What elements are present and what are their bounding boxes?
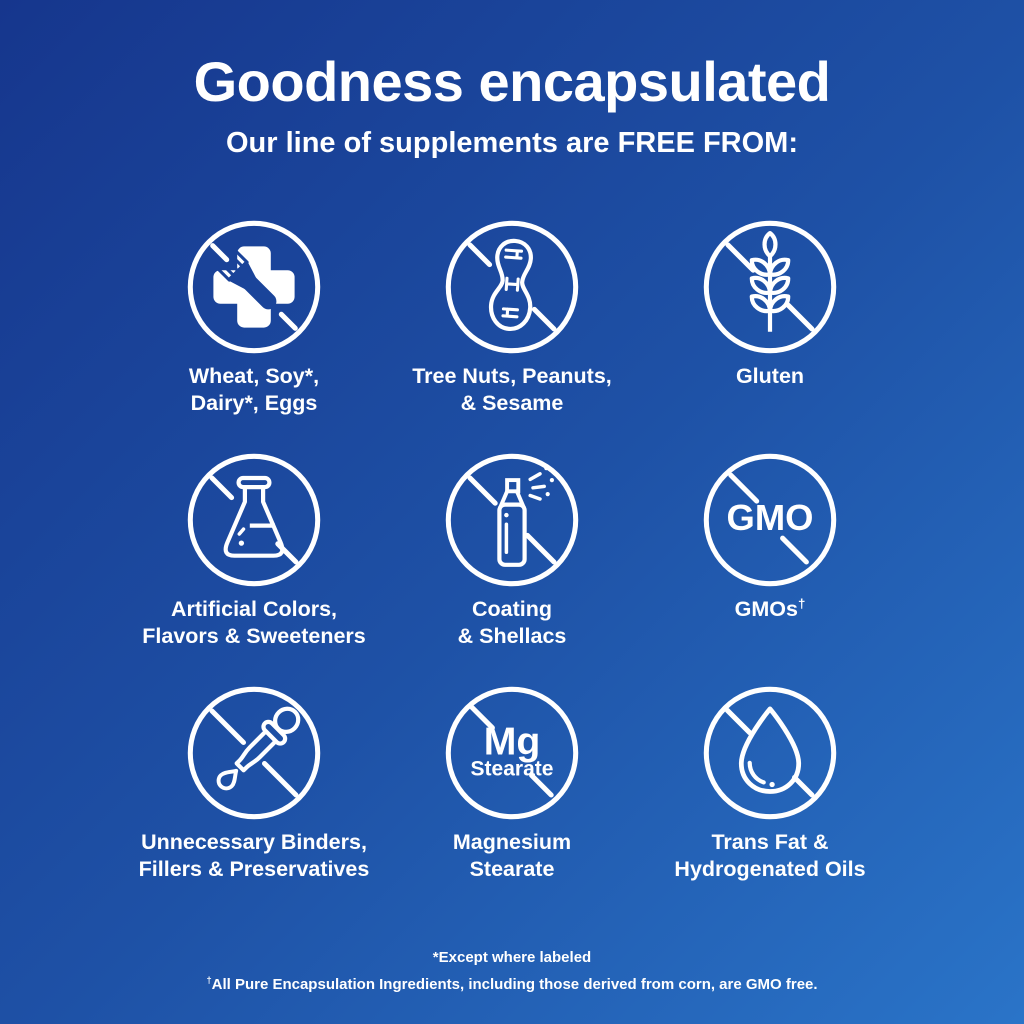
no-tree-nuts-peanuts-sesame-icon bbox=[445, 220, 579, 354]
label-line: Gluten bbox=[735, 364, 805, 389]
label-line: & Sesame bbox=[460, 391, 564, 416]
grid-item-label: Artificial Colors, Flavors & Sweeteners bbox=[142, 596, 365, 650]
grid-item-wheat-soy-dairy-eggs: Wheat, Soy*, Dairy*, Eggs bbox=[125, 217, 383, 450]
no-binders-fillers-preservatives-icon bbox=[187, 686, 321, 820]
label-line: Unnecessary Binders, bbox=[141, 830, 367, 855]
label-line: GMOs† bbox=[735, 596, 806, 623]
grid-item-label: Coating & Shellacs bbox=[458, 596, 567, 650]
no-magnesium-stearate-icon: Mg Stearate bbox=[445, 686, 579, 820]
footnote-dagger-symbol: † bbox=[206, 975, 212, 985]
no-gluten-icon bbox=[703, 220, 837, 354]
label-line: Coating bbox=[471, 597, 553, 622]
label-line: Dairy*, Eggs bbox=[190, 391, 318, 416]
no-trans-fat-hydrogenated-oils-icon bbox=[703, 686, 837, 820]
grid-item-label: Gluten bbox=[736, 363, 804, 390]
grid-item-binders-fillers-preservatives: Unnecessary Binders, Fillers & Preservat… bbox=[125, 683, 383, 916]
label-line: Magnesium bbox=[452, 830, 572, 855]
label-line: Stearate bbox=[469, 857, 555, 882]
free-from-grid: Wheat, Soy*, Dairy*, Eggs bbox=[125, 217, 899, 916]
grid-item-magnesium-stearate: Mg Stearate Magnesium Stearate bbox=[383, 683, 641, 916]
no-artificial-colors-flavors-sweeteners-icon bbox=[187, 453, 321, 587]
label-text: GMOs bbox=[734, 597, 798, 622]
grid-item-label: Trans Fat & Hydrogenated Oils bbox=[674, 829, 865, 883]
grid-item-label: Magnesium Stearate bbox=[453, 829, 571, 883]
grid-item-gluten: Gluten bbox=[641, 217, 899, 450]
grid-item-tree-nuts-peanuts-sesame: Tree Nuts, Peanuts, & Sesame bbox=[383, 217, 641, 450]
page-title: Goodness encapsulated bbox=[193, 50, 831, 113]
grid-item-label: Tree Nuts, Peanuts, & Sesame bbox=[412, 363, 612, 417]
grid-item-label: Unnecessary Binders, Fillers & Preservat… bbox=[139, 829, 370, 883]
label-dagger: † bbox=[797, 596, 806, 612]
grid-item-label: GMOs† bbox=[735, 596, 806, 623]
footnote-dagger: †All Pure Encapsulation Ingredients, inc… bbox=[0, 971, 1024, 998]
label-line: Tree Nuts, Peanuts, bbox=[412, 364, 612, 389]
grid-item-coating-shellacs: Coating & Shellacs bbox=[383, 450, 641, 683]
mg-badge-text: Mg bbox=[484, 721, 541, 764]
grid-item-label: Wheat, Soy*, Dairy*, Eggs bbox=[189, 363, 319, 417]
stearate-badge-text: Stearate bbox=[471, 758, 554, 781]
label-line: & Shellacs bbox=[457, 624, 567, 649]
footnote-dagger-text: All Pure Encapsulation Ingredients, incl… bbox=[211, 976, 818, 993]
no-coating-shellacs-icon bbox=[445, 453, 579, 587]
grid-item-artificial-colors-flavors-sweeteners: Artificial Colors, Flavors & Sweeteners bbox=[125, 450, 383, 683]
footnotes: *Except where labeled †All Pure Encapsul… bbox=[0, 944, 1024, 998]
page-subtitle: Our line of supplements are FREE FROM: bbox=[225, 127, 798, 160]
label-line: Fillers & Preservatives bbox=[138, 857, 370, 882]
label-line: Flavors & Sweeteners bbox=[142, 624, 366, 649]
grid-item-trans-fat-hydrogenated-oils: Trans Fat & Hydrogenated Oils bbox=[641, 683, 899, 916]
label-line: Trans Fat & bbox=[711, 830, 829, 855]
label-line: Hydrogenated Oils bbox=[674, 857, 866, 882]
gmo-badge-text: GMO bbox=[727, 497, 814, 538]
grid-item-gmos: GMO GMOs† bbox=[641, 450, 899, 683]
label-line: Artificial Colors, bbox=[170, 597, 338, 622]
footnote-asterisk: *Except where labeled bbox=[432, 949, 592, 966]
label-line: Wheat, Soy*, bbox=[188, 364, 320, 389]
no-gmo-icon: GMO bbox=[703, 453, 837, 587]
no-wheat-soy-dairy-eggs-icon bbox=[187, 220, 321, 354]
